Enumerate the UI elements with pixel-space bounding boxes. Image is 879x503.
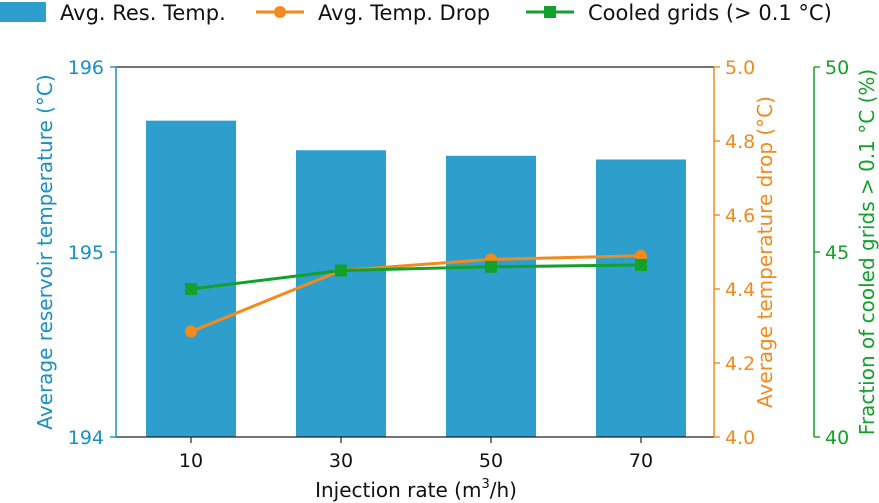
- left-axis-tick-label-196: 196: [68, 57, 104, 79]
- cooled-grids-point-70: [635, 258, 647, 271]
- legend-swatch-grids-marker: [544, 6, 556, 18]
- x-axis-title-sup: 3: [481, 477, 489, 492]
- cooled-grids-axis-tick-label-45: 45: [825, 242, 849, 264]
- right-axis-cooled-grids-title: Fraction of cooled grids > 0.1 °C (%): [855, 69, 879, 435]
- cooled-grids-axis-tick-label-50: 50: [825, 57, 849, 79]
- legend-label-cooled-grids: Cooled grids (> 0.1 °C): [588, 1, 832, 25]
- temp-drop-axis-tick-label-4.4: 4.4: [725, 279, 755, 301]
- temp-drop-line: [190, 254, 642, 333]
- temp-drop-point-70: [635, 249, 647, 262]
- bar-series: [146, 120, 686, 438]
- legend: Avg. Res. Temp. Avg. Temp. Drop Cooled g…: [0, 1, 832, 25]
- temp-drop-axis-tick-label-4.6: 4.6: [725, 205, 755, 227]
- left-axis-tick-label-195: 195: [68, 242, 104, 264]
- cooled-grids-axis-tick-label-40: 40: [825, 427, 849, 449]
- cooled-grids-point-50: [485, 260, 497, 273]
- temp-drop-axis-tick-label-4.0: 4.0: [725, 427, 755, 449]
- x-tick-label-50: 50: [479, 450, 503, 472]
- line-series: [185, 249, 647, 338]
- bar-30: [296, 150, 386, 437]
- legend-swatch-bar: [0, 2, 46, 22]
- x-tick-label-30: 30: [329, 450, 353, 472]
- x-axis-title-tail: /h): [490, 478, 517, 502]
- temp-drop-axis-tick-label-4.2: 4.2: [725, 353, 755, 375]
- x-tick-label-10: 10: [179, 450, 203, 472]
- bar-50: [446, 155, 536, 438]
- x-tick-label-70: 70: [629, 450, 653, 472]
- cooled-grids-line: [190, 263, 642, 291]
- x-axis-title: Injection rate (m3/h): [315, 477, 517, 502]
- legend-swatch-drop-marker: [274, 6, 286, 18]
- axis-ticks: 10 30 50 70 194 195 196 4.0 4.2 4.4 4.6 4.8 5.0 40 45 5…: [68, 57, 849, 472]
- right-axis-temp-drop-title: Average temperature drop (°C): [753, 96, 777, 408]
- left-axis-tick-label-194: 194: [68, 427, 104, 449]
- temp-drop-axis-tick-label-4.8: 4.8: [725, 131, 755, 153]
- cooled-grids-point-30: [335, 264, 347, 277]
- bar-70: [596, 159, 686, 437]
- legend-label-res-temp: Avg. Res. Temp.: [60, 1, 226, 25]
- cooled-grids-point-10: [185, 283, 197, 295]
- temp-drop-point-10: [185, 325, 197, 338]
- x-axis-title-main: Injection rate (m: [315, 478, 481, 502]
- bar-10: [146, 120, 236, 438]
- temp-drop-axis-tick-label-5.0: 5.0: [725, 57, 755, 79]
- left-axis-title: Average reservoir temperature (°C): [33, 74, 57, 429]
- legend-label-temp-drop: Avg. Temp. Drop: [318, 1, 490, 25]
